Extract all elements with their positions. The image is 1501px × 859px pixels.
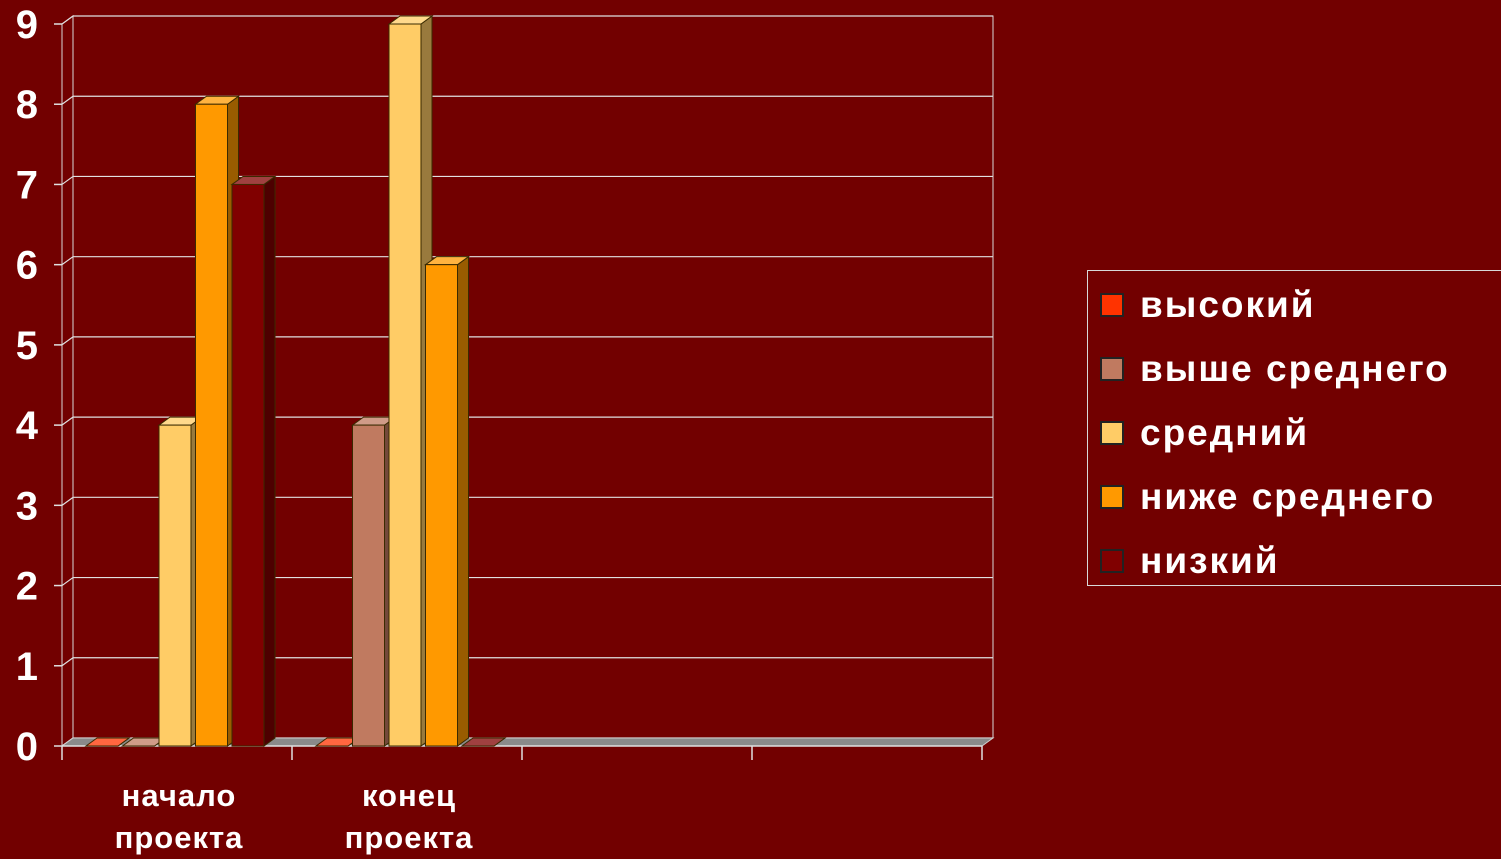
legend-label: выше среднего — [1140, 348, 1450, 389]
gridline — [61, 576, 993, 587]
bar-front — [195, 103, 228, 747]
legend-label: высокий — [1140, 284, 1316, 325]
bar — [84, 737, 131, 747]
bar — [423, 255, 471, 747]
chart-legend: высокий выше среднего средний ниже средн… — [1087, 270, 1501, 586]
bar-front — [231, 183, 265, 747]
y-tick-label: 5 — [16, 324, 38, 368]
legend-swatch — [1100, 421, 1124, 445]
legend-item-vysokiy: высокий — [1100, 284, 1316, 325]
gridline — [61, 175, 993, 185]
bar-side — [457, 255, 469, 747]
gridline — [61, 256, 993, 266]
bar-front — [158, 424, 192, 747]
x-category-label: проекта — [115, 820, 244, 855]
legend-swatch — [1100, 293, 1124, 317]
y-tick-label: 6 — [16, 244, 38, 288]
legend-swatch — [1100, 357, 1124, 381]
gridline — [61, 416, 993, 426]
y-tick-label: 0 — [16, 725, 38, 769]
bar — [460, 737, 507, 747]
legend-swatch — [1100, 485, 1124, 509]
legend-label: ниже среднего — [1140, 476, 1436, 517]
gridline — [61, 657, 993, 667]
bar-front — [388, 23, 422, 747]
bar — [193, 95, 241, 747]
bar-front — [352, 424, 385, 747]
y-tick-label: 9 — [16, 3, 38, 47]
x-category-label: проекта — [345, 820, 474, 855]
bar-top — [460, 737, 507, 747]
x-category-label: начало — [122, 778, 237, 813]
bar-front — [425, 264, 458, 747]
gridline — [61, 336, 993, 346]
x-category-label: конец — [362, 778, 456, 813]
legend-item-sredniy: средний — [1100, 412, 1310, 453]
y-tick-label: 7 — [16, 163, 38, 207]
legend-item-nizkiy: низкий — [1100, 540, 1280, 581]
legend-label: низкий — [1140, 540, 1280, 581]
gridline — [61, 496, 993, 506]
legend-swatch — [1100, 549, 1124, 573]
bar-top — [84, 737, 131, 747]
y-tick-label: 3 — [16, 484, 38, 528]
y-tick-label: 1 — [16, 645, 38, 689]
side-wall — [61, 15, 74, 747]
y-tick-label: 2 — [16, 565, 38, 609]
legend-label: средний — [1140, 412, 1310, 453]
y-tick-label: 4 — [16, 404, 39, 448]
gridline — [61, 95, 993, 105]
legend-item-vyshe-srednego: выше среднего — [1100, 348, 1450, 389]
bar-side — [263, 175, 276, 747]
gridline — [61, 15, 993, 25]
y-tick-label: 8 — [16, 83, 38, 127]
legend-item-nizhe-srednego: ниже среднего — [1100, 476, 1436, 517]
bar — [230, 175, 277, 747]
